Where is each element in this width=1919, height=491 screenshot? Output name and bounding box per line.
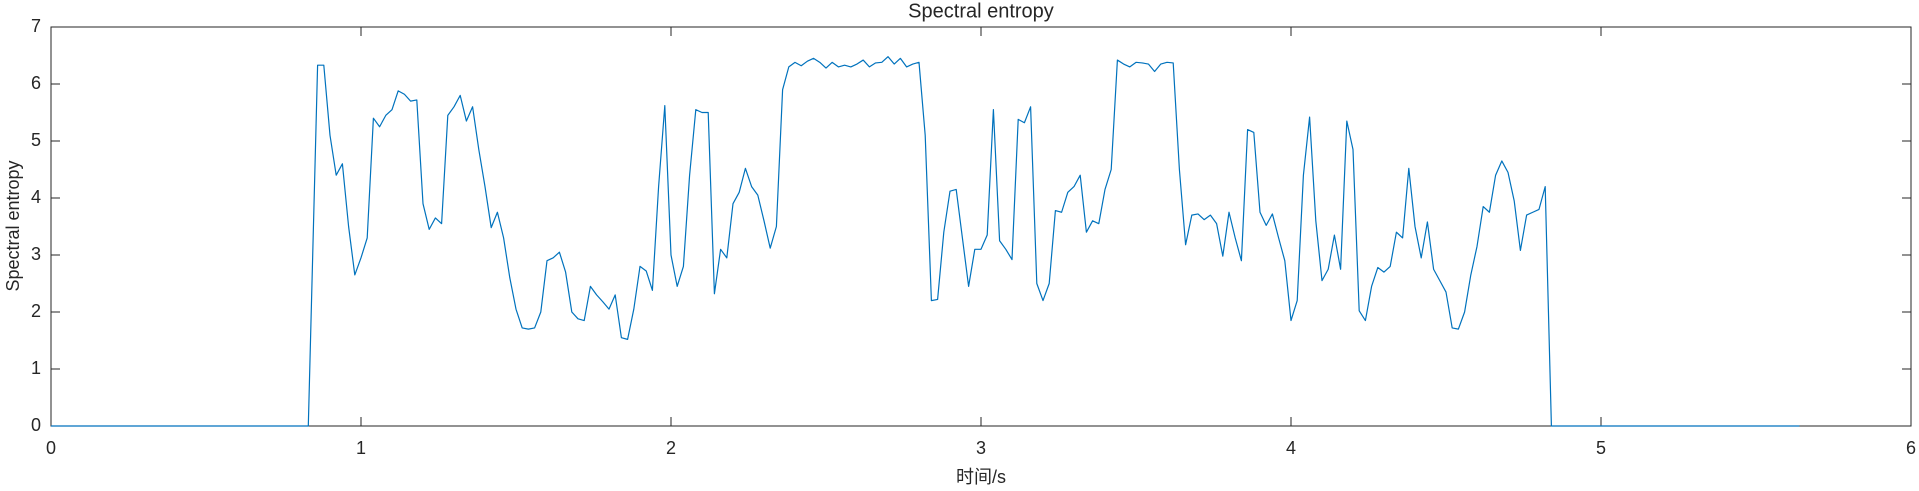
x-tick-label: 2	[666, 438, 676, 458]
data-line	[51, 56, 1800, 427]
x-tick-label: 0	[46, 438, 56, 458]
x-tick-label: 4	[1286, 438, 1296, 458]
chart-title: Spectral entropy	[908, 0, 1054, 22]
x-tick-label: 3	[976, 438, 986, 458]
x-axis-label: 时间/s	[956, 467, 1006, 487]
x-tick-label: 5	[1596, 438, 1606, 458]
y-tick-label: 6	[31, 73, 41, 93]
y-tick-label: 3	[31, 244, 41, 264]
y-tick-label: 7	[31, 16, 41, 36]
y-tick-label: 1	[31, 358, 41, 378]
y-tick-label: 0	[31, 415, 41, 435]
y-axis-label: Spectral entropy	[3, 160, 23, 291]
plot-area	[50, 26, 1912, 427]
y-tick-label: 5	[31, 130, 41, 150]
x-tick-label: 1	[356, 438, 366, 458]
y-tick-label: 2	[31, 301, 41, 321]
y-tick-label: 4	[31, 187, 41, 207]
x-tick-label: 6	[1906, 438, 1916, 458]
